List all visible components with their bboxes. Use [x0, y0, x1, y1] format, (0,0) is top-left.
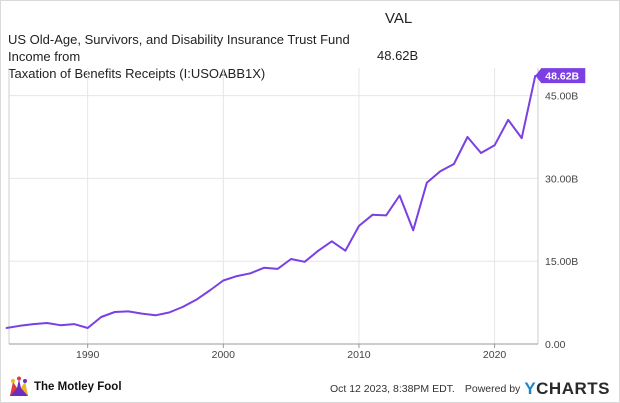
- data-point: [86, 327, 89, 329]
- data-point: [19, 324, 21, 327]
- data-point: [344, 249, 347, 252]
- data-point: [127, 310, 130, 313]
- data-point: [195, 299, 197, 301]
- data-point: [100, 316, 103, 318]
- motley-fool-logo: The Motley Fool: [8, 374, 122, 400]
- data-point: [46, 322, 48, 324]
- data-point: [114, 311, 116, 313]
- data-point: [222, 279, 225, 282]
- data-point: [303, 260, 306, 263]
- data-point: [331, 240, 333, 243]
- y-tick-label: 0.00: [545, 339, 566, 351]
- data-point: [59, 324, 62, 327]
- powered-by-label: Powered by: [464, 383, 521, 395]
- data-point: [154, 314, 157, 317]
- y-tick-label: 30.00B: [545, 173, 578, 185]
- data-point: [453, 163, 455, 165]
- data-point: [5, 327, 8, 329]
- ycharts-logo-text: CHARTS: [536, 379, 610, 398]
- x-tick-label: 2010: [347, 349, 371, 361]
- data-point: [236, 275, 238, 277]
- x-tick-label: 2000: [212, 349, 236, 361]
- data-point: [520, 137, 523, 139]
- chart-title-line2: Taxation of Benefits Receipts (I:USOABB1…: [8, 66, 266, 81]
- data-point: [208, 289, 211, 292]
- data-point: [371, 214, 374, 216]
- data-point: [385, 214, 387, 217]
- data-point: [439, 170, 442, 173]
- data-point: [317, 249, 320, 252]
- chart-title: US Old-Age, Survivors, and Disability In…: [8, 31, 368, 82]
- y-tick-label: 15.00B: [545, 256, 578, 268]
- ycharts-logo[interactable]: YCHARTS: [524, 379, 610, 399]
- data-point: [480, 152, 482, 154]
- data-point: [141, 312, 143, 315]
- data-point: [425, 182, 428, 184]
- chart-footer: Oct 12 2023, 8:38PM EDT. Powered by YCHA…: [330, 379, 610, 399]
- data-point: [412, 229, 415, 232]
- ycharts-logo-y: Y: [524, 379, 537, 398]
- series-line: [6, 75, 537, 329]
- data-point: [32, 323, 35, 325]
- x-tick-label: 1990: [76, 349, 100, 361]
- data-point: [73, 323, 75, 325]
- data-point: [249, 272, 252, 275]
- data-point: [398, 194, 401, 197]
- data-point: [290, 258, 292, 260]
- data-point: [493, 144, 496, 147]
- data-point: [168, 311, 170, 314]
- data-point: [263, 267, 265, 269]
- data-point: [276, 268, 279, 270]
- jester-hat-icon: [10, 376, 28, 396]
- x-tick-label: 2020: [483, 349, 507, 361]
- latest-value: 48.62B: [377, 48, 419, 63]
- brand-name: The Motley Fool: [34, 381, 122, 393]
- y-tick-label: 45.00B: [545, 91, 578, 103]
- last-value-label: 48.62B: [545, 71, 579, 83]
- val-column-header: VAL: [385, 10, 413, 27]
- data-point: [466, 136, 469, 138]
- data-point: [181, 306, 184, 308]
- timestamp: Oct 12 2023, 8:38PM EDT.: [329, 383, 455, 395]
- data-point: [507, 119, 509, 121]
- chart-title-line1: US Old-Age, Survivors, and Disability In…: [8, 32, 350, 64]
- last-value-tag: [535, 68, 586, 84]
- data-point: [358, 225, 360, 227]
